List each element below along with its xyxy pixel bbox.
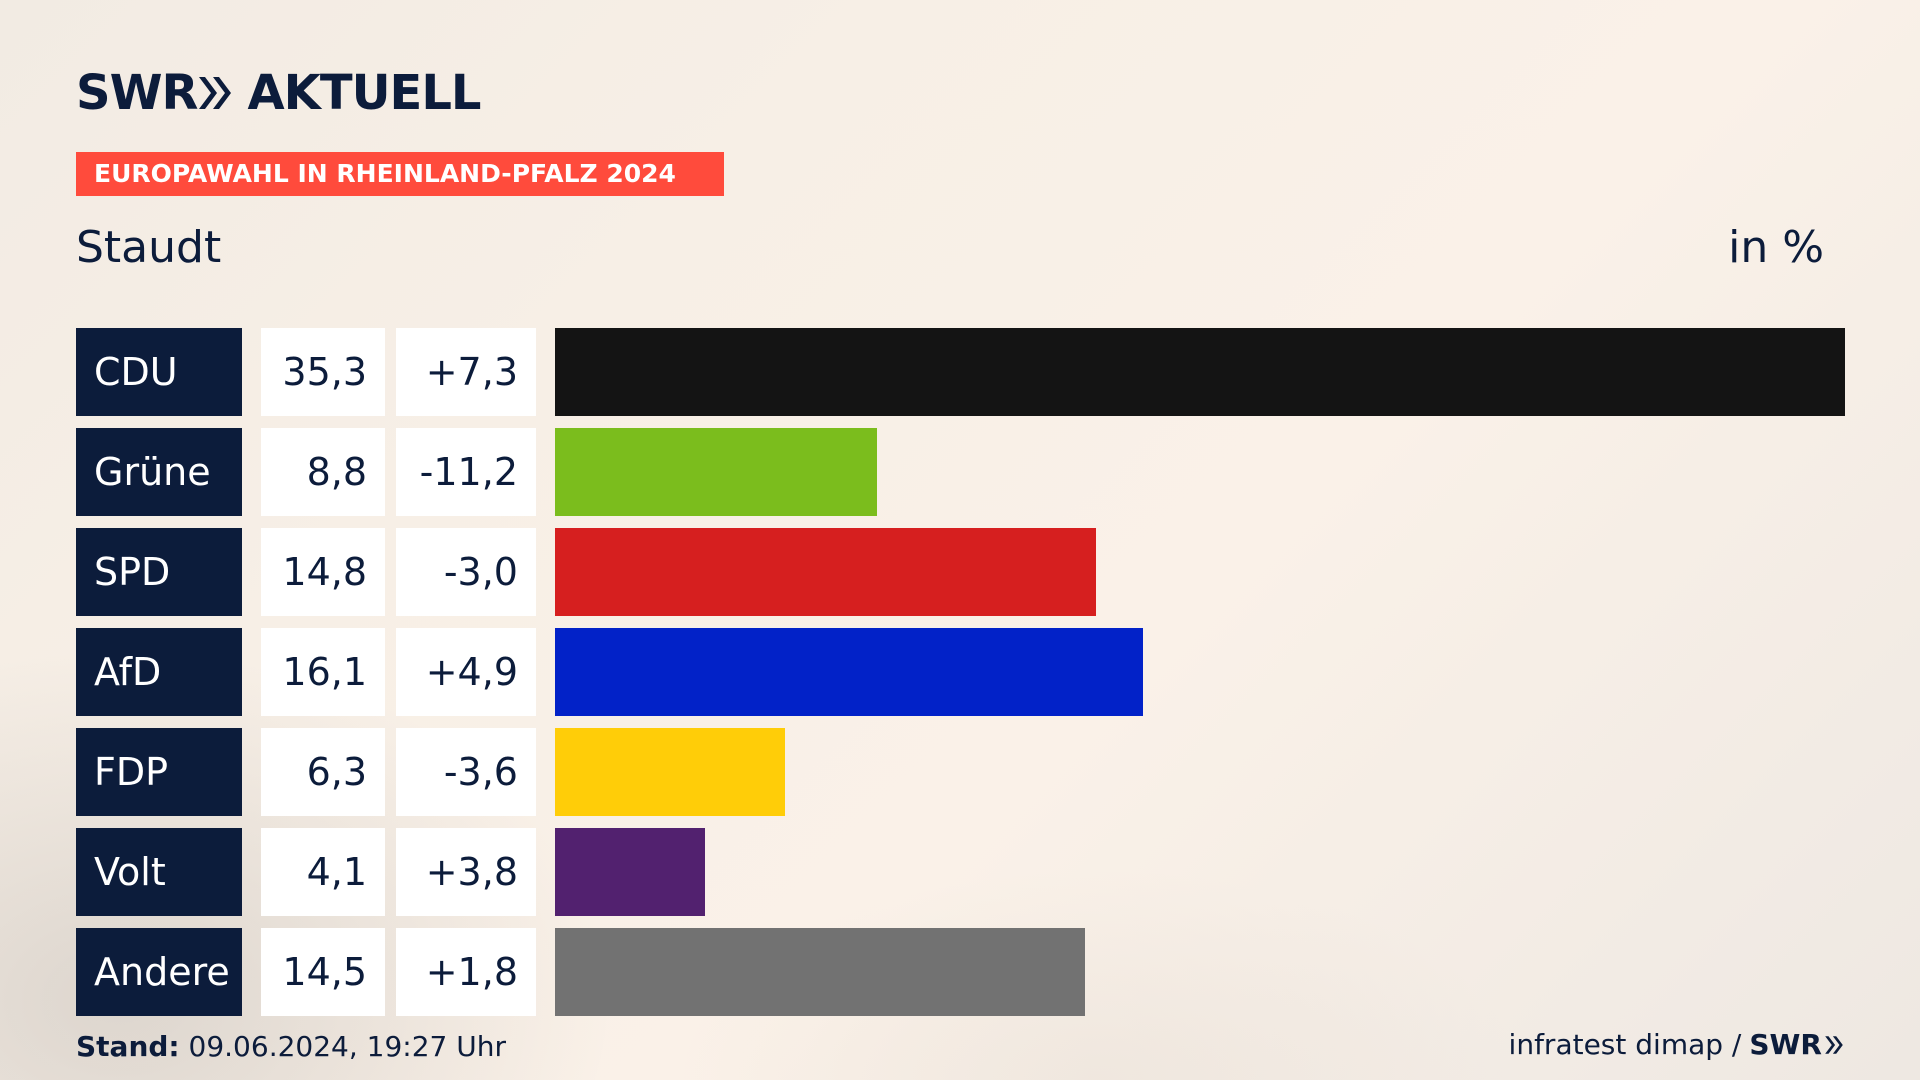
timestamp-value: 09.06.2024, 19:27 Uhr (188, 1030, 506, 1063)
party-label: FDP (76, 728, 242, 816)
party-bar (555, 428, 877, 516)
source-brand: SWR (1749, 1028, 1822, 1061)
party-bar (555, 728, 785, 816)
timestamp-label: Stand: (76, 1030, 180, 1063)
party-label: Andere (76, 928, 242, 1016)
swr-aktuell-logo: SWR AKTUELL (76, 65, 482, 121)
party-change: +7,3 (396, 328, 536, 416)
double-chevron-icon-small (1825, 1035, 1843, 1054)
source-credit: infratest dimap / SWR (1509, 1028, 1844, 1061)
region-title: Staudt (76, 222, 222, 273)
unit-label: in % (1728, 222, 1824, 273)
party-bar (555, 828, 705, 916)
party-label: Volt (76, 828, 242, 916)
party-change: +4,9 (396, 628, 536, 716)
party-value: 14,5 (261, 928, 385, 1016)
election-banner: EUROPAWAHL IN RHEINLAND-PFALZ 2024 (76, 152, 724, 196)
logo-suffix: AKTUELL (247, 65, 481, 121)
party-change: +1,8 (396, 928, 536, 1016)
party-value: 35,3 (261, 328, 385, 416)
party-change: -3,6 (396, 728, 536, 816)
timestamp: Stand: 09.06.2024, 19:27 Uhr (76, 1030, 506, 1063)
party-value: 8,8 (261, 428, 385, 516)
party-value: 6,3 (261, 728, 385, 816)
party-label: CDU (76, 328, 242, 416)
party-bar (555, 528, 1096, 616)
swr-mini-logo: SWR (1749, 1028, 1844, 1061)
party-value: 16,1 (261, 628, 385, 716)
party-label: AfD (76, 628, 242, 716)
party-bar (555, 328, 1845, 416)
party-value: 14,8 (261, 528, 385, 616)
double-chevron-icon (199, 77, 232, 109)
source-text: infratest dimap / (1508, 1028, 1742, 1061)
party-label: Grüne (76, 428, 242, 516)
party-change: -3,0 (396, 528, 536, 616)
party-value: 4,1 (261, 828, 385, 916)
party-bar (555, 628, 1143, 716)
party-label: SPD (76, 528, 242, 616)
logo-brand: SWR (76, 65, 198, 121)
party-change: +3,8 (396, 828, 536, 916)
party-change: -11,2 (396, 428, 536, 516)
party-bar (555, 928, 1085, 1016)
